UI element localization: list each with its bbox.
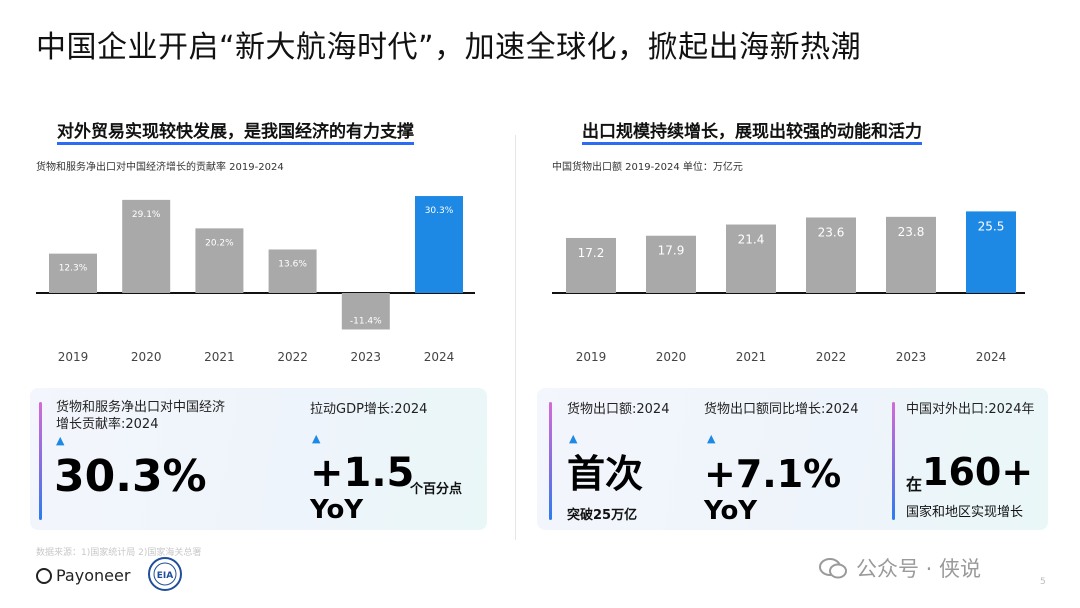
- watermark-text: 公众号 · 侠说: [856, 557, 982, 581]
- x-tick-label: 2023: [351, 350, 382, 364]
- wechat-watermark: 公众号 · 侠说: [818, 553, 981, 583]
- wechat-icon: [819, 558, 847, 579]
- bar-value-label: 25.5: [978, 219, 1005, 233]
- bar-value-label: 23.8: [898, 225, 925, 239]
- svg-text:EIA: EIA: [157, 571, 173, 581]
- x-tick-label: 2024: [424, 350, 455, 364]
- stat-gdp-value: +1.5: [310, 450, 415, 496]
- x-tick-label: 2022: [816, 350, 847, 364]
- bar-2022: [806, 217, 856, 293]
- stat-markets-value: 160+: [922, 450, 1034, 494]
- bar-value-label: 12.3%: [59, 264, 88, 274]
- stat-gdp-yoy: YoY: [310, 495, 364, 525]
- bar-value-label: 20.2%: [205, 238, 234, 248]
- bar-value-label: 30.3%: [425, 206, 454, 216]
- right-panel-heading-text: 出口规模持续增长，展现出较强的动能和活力: [582, 122, 922, 145]
- stat-markets-prefix: 在: [906, 475, 923, 494]
- bar-2021: [726, 224, 776, 293]
- bar-value-label: 13.6%: [278, 259, 307, 269]
- stat-markets-label: 中国对外出口:2024年: [906, 402, 1035, 417]
- stat-export-growth-label: 货物出口额同比增长:2024: [704, 402, 859, 417]
- right-card-accent-bar-2: [892, 402, 895, 520]
- x-tick-label: 2024: [976, 350, 1007, 364]
- stat-contribution-value: 30.3%: [54, 451, 207, 502]
- bar-2024: [415, 196, 463, 293]
- bar-2020: [646, 235, 696, 293]
- right-chart-subtitle: 中国货物出口额 2019-2024 单位：万亿元: [552, 162, 743, 173]
- x-tick-label: 2022: [277, 350, 308, 364]
- stat-contribution-label-line2: 增长贡献率:2024: [56, 417, 159, 432]
- x-tick-label: 2020: [656, 350, 687, 364]
- left-panel-heading-text: 对外贸易实现较快发展，是我国经济的有力支撑: [57, 122, 414, 145]
- bar-value-label: -11.4%: [350, 316, 382, 326]
- bar-2021: [195, 228, 244, 293]
- up-arrow-icon: ▲: [56, 434, 65, 447]
- stat-export-growth-value: +7.1%: [704, 452, 842, 496]
- bar-value-label: 17.9: [658, 244, 685, 258]
- stat-export-growth-yoy: YoY: [704, 496, 758, 526]
- payoneer-logo-text: Payoneer: [56, 566, 131, 585]
- x-tick-label: 2023: [896, 350, 927, 364]
- panel-divider: [515, 135, 516, 540]
- up-arrow-icon: ▲: [312, 432, 321, 445]
- left-stats-card: 货物和服务净出口对中国经济 增长贡献率:2024 ▲ 30.3% 拉动GDP增长…: [30, 388, 487, 530]
- bar-value-label: 29.1%: [132, 210, 161, 220]
- payoneer-ring-icon: [36, 567, 52, 584]
- left-bar-chart: 12.3% 2019 29.1% 2020 20.2% 2021 13.6% 2022 -11.…: [36, 196, 475, 364]
- right-card-accent-bar-1: [549, 402, 552, 520]
- data-source-note: 数据来源：1)国家统计局 2)国家海关总署: [36, 548, 202, 558]
- stat-export-label: 货物出口额:2024: [567, 402, 670, 417]
- stat-contribution-label-line1: 货物和服务净出口对中国经济: [56, 400, 226, 415]
- x-tick-label: 2019: [58, 350, 89, 364]
- page-title: 中国企业开启“新大航海时代”，加速全球化，掀起出海新热潮: [36, 30, 862, 65]
- x-tick-label: 2019: [576, 350, 607, 364]
- stat-export-sub: 突破25万亿: [567, 508, 638, 523]
- bar-2019: [49, 253, 97, 293]
- bar-2022: [268, 249, 317, 293]
- bar-2019: [566, 237, 616, 293]
- bar-2024: [966, 211, 1016, 293]
- x-tick-label: 2020: [131, 350, 162, 364]
- x-tick-label: 2021: [736, 350, 767, 364]
- eia-seal-icon: EIA: [148, 557, 182, 591]
- stat-gdp-label: 拉动GDP增长:2024: [310, 402, 428, 417]
- right-stats-card: 货物出口额:2024 ▲ 首次 突破25万亿 货物出口额同比增长:2024 ▲ …: [537, 388, 1048, 530]
- right-bar-chart: 17.2 2019 17.9 2020 21.4 2021 23.6 2022 23.8 2023…: [552, 211, 1025, 364]
- bar-value-label: 23.6: [818, 225, 845, 239]
- bar-2020: [122, 199, 171, 293]
- bar-2023: [341, 293, 390, 330]
- x-tick-label: 2021: [204, 350, 235, 364]
- page-number: 5: [1040, 577, 1046, 587]
- bar-2023: [886, 216, 936, 293]
- bar-value-label: 21.4: [738, 233, 765, 247]
- bar-value-label: 17.2: [578, 246, 605, 260]
- payoneer-logo: Payoneer: [36, 566, 130, 585]
- up-arrow-icon: ▲: [569, 432, 578, 445]
- up-arrow-icon: ▲: [707, 432, 716, 445]
- left-chart-subtitle: 货物和服务净出口对中国经济增长的贡献率 2019-2024: [36, 162, 284, 173]
- left-panel-heading: 对外贸易实现较快发展，是我国经济的有力支撑: [57, 117, 414, 145]
- right-panel-heading: 出口规模持续增长，展现出较强的动能和活力: [582, 117, 922, 145]
- stat-export-value: 首次: [567, 452, 644, 496]
- stat-gdp-unit: 个百分点: [410, 482, 463, 497]
- stat-markets-sub: 国家和地区实现增长: [906, 505, 1024, 520]
- left-card-accent-bar: [39, 402, 42, 520]
